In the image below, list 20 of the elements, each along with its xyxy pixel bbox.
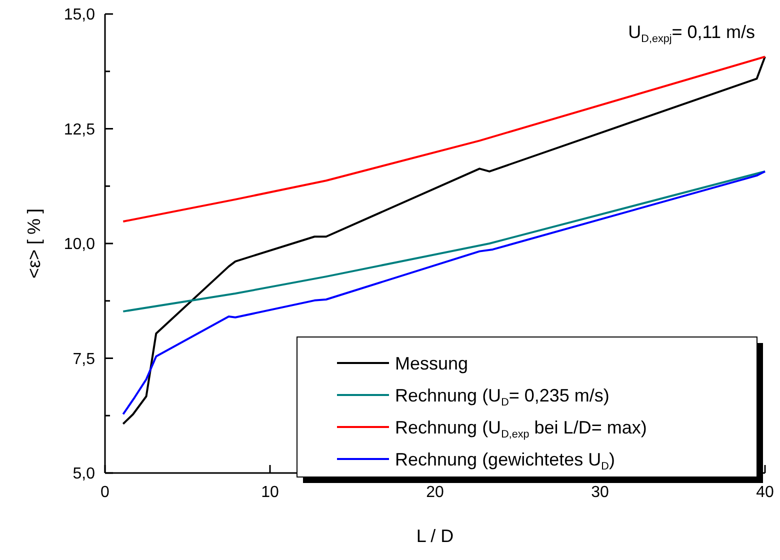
y-tick-label: 15,0 xyxy=(64,6,96,24)
legend-label: Rechnung (U$_{D}$= 0,235 m/s) xyxy=(395,385,610,408)
legend-label: Rechnung (gewichtetes U$_{D}$) xyxy=(395,449,615,472)
legend-label: Messung xyxy=(395,353,468,374)
x-axis-title: L / D xyxy=(416,526,454,546)
y-axis-title: <ε> [ % ] xyxy=(24,208,44,279)
y-tick-label: 10,0 xyxy=(64,236,96,254)
x-tick-label: 20 xyxy=(426,484,444,501)
line-series xyxy=(122,170,766,312)
annotation: U$_{D,expj}$= 0,11 m/s xyxy=(628,22,755,45)
x-tick-label: 30 xyxy=(591,484,609,501)
y-tick-label: 12,5 xyxy=(64,121,96,138)
line-series xyxy=(122,170,766,416)
y-tick-label: 7,5 xyxy=(72,350,96,368)
x-tick-label: 10 xyxy=(261,484,279,501)
legend-label: Rechnung (U$_{D,exp}$ bei L/D= max) xyxy=(395,417,647,440)
x-tick-label: 0 xyxy=(100,484,110,501)
line-series xyxy=(122,56,766,222)
y-tick-label: 5,0 xyxy=(72,466,96,483)
x-tick-label: 40 xyxy=(756,484,774,501)
